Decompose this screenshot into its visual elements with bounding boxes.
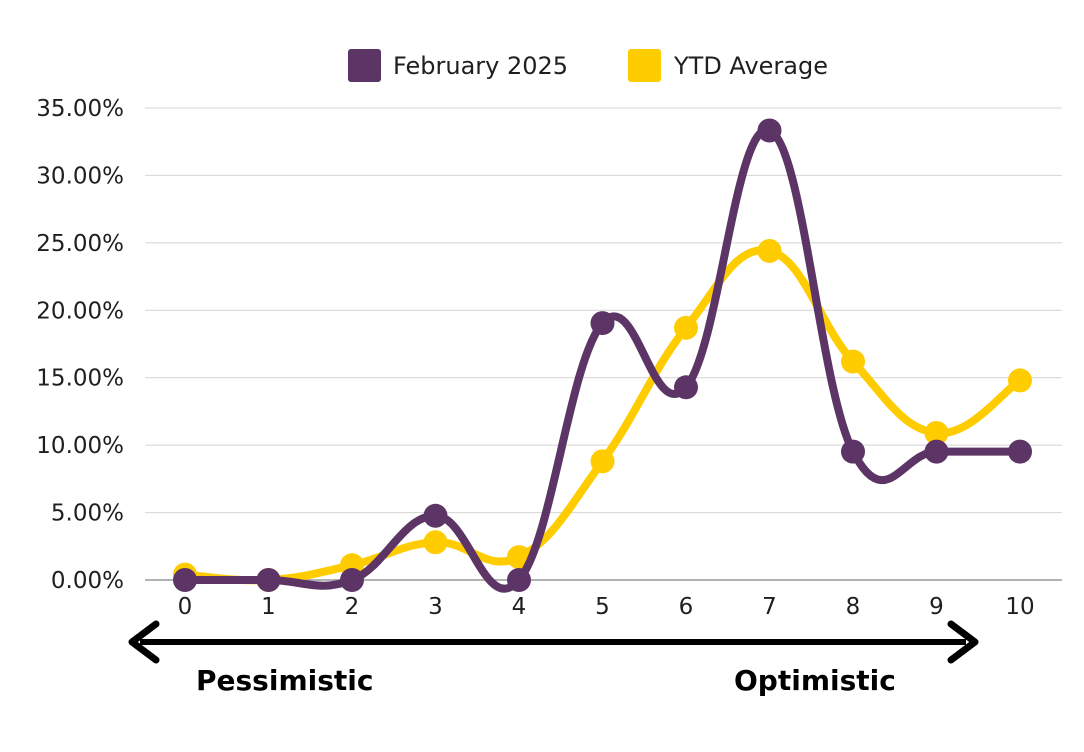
arrow-head-right (947, 620, 979, 664)
data-point-ytd-average (757, 238, 782, 263)
legend-label-ytd-average: YTD Average (673, 52, 828, 80)
arrow-head-left (128, 620, 160, 664)
data-point-february-2025 (1008, 439, 1032, 464)
legend-swatch-ytd-average (628, 49, 661, 82)
y-axis: 0.00% 5.00% 10.00% 15.00% 20.00% 25.00% 30.00%… (36, 96, 124, 594)
x-axis: 0 1 2 3 4 5 6 7 8 9 10 (178, 594, 1035, 620)
x-tick-label: 10 (1005, 594, 1034, 620)
y-tick-label: 35.00% (36, 96, 124, 122)
x-tick-label: 8 (846, 594, 861, 620)
x-tick-label: 3 (428, 594, 443, 620)
x-tick-label: 5 (595, 594, 610, 620)
data-point-february-2025 (841, 439, 865, 464)
x-tick-label: 0 (178, 594, 193, 620)
data-point-ytd-average (841, 349, 865, 374)
y-tick-label: 10.00% (36, 433, 124, 459)
y-tick-label: 5.00% (51, 501, 124, 527)
data-point-february-2025 (590, 311, 615, 336)
legend-label-february-2025: February 2025 (393, 52, 568, 80)
data-point-february-2025 (340, 568, 364, 592)
series-february-2025 (173, 118, 1032, 593)
optimistic-label: Optimistic (734, 664, 896, 697)
data-point-february-2025 (757, 118, 782, 143)
y-tick-label: 15.00% (36, 366, 124, 392)
legend-swatch-february-2025 (348, 49, 381, 82)
data-point-february-2025 (674, 375, 698, 400)
series-layer (173, 118, 1032, 593)
data-point-february-2025 (507, 568, 531, 592)
x-tick-label: 9 (929, 594, 944, 620)
sentiment-scale-arrow (128, 620, 979, 664)
x-tick-label: 7 (762, 594, 777, 620)
data-point-ytd-average (590, 449, 615, 474)
y-tick-label: 0.00% (51, 568, 124, 594)
data-point-february-2025 (423, 503, 448, 528)
legend: February 2025 YTD Average (348, 49, 828, 82)
pessimistic-label: Pessimistic (196, 664, 373, 697)
y-tick-label: 20.00% (36, 298, 124, 324)
y-tick-label: 25.00% (36, 231, 124, 257)
data-point-february-2025 (173, 568, 197, 592)
x-tick-label: 1 (261, 594, 276, 620)
data-point-february-2025 (924, 439, 949, 464)
series-line-ytd-average (181, 246, 1024, 585)
data-point-ytd-average (423, 530, 448, 555)
x-tick-label: 6 (679, 594, 694, 620)
series-ytd-average (173, 238, 1032, 592)
x-tick-label: 2 (345, 594, 360, 620)
data-point-ytd-average (924, 421, 949, 446)
series-line-february-2025 (181, 126, 1024, 593)
gridlines (145, 107, 1062, 581)
data-point-ytd-average (674, 315, 698, 340)
data-point-ytd-average (1008, 368, 1032, 393)
data-point-february-2025 (256, 568, 281, 592)
y-tick-label: 30.00% (36, 163, 124, 189)
x-tick-label: 4 (512, 594, 527, 620)
